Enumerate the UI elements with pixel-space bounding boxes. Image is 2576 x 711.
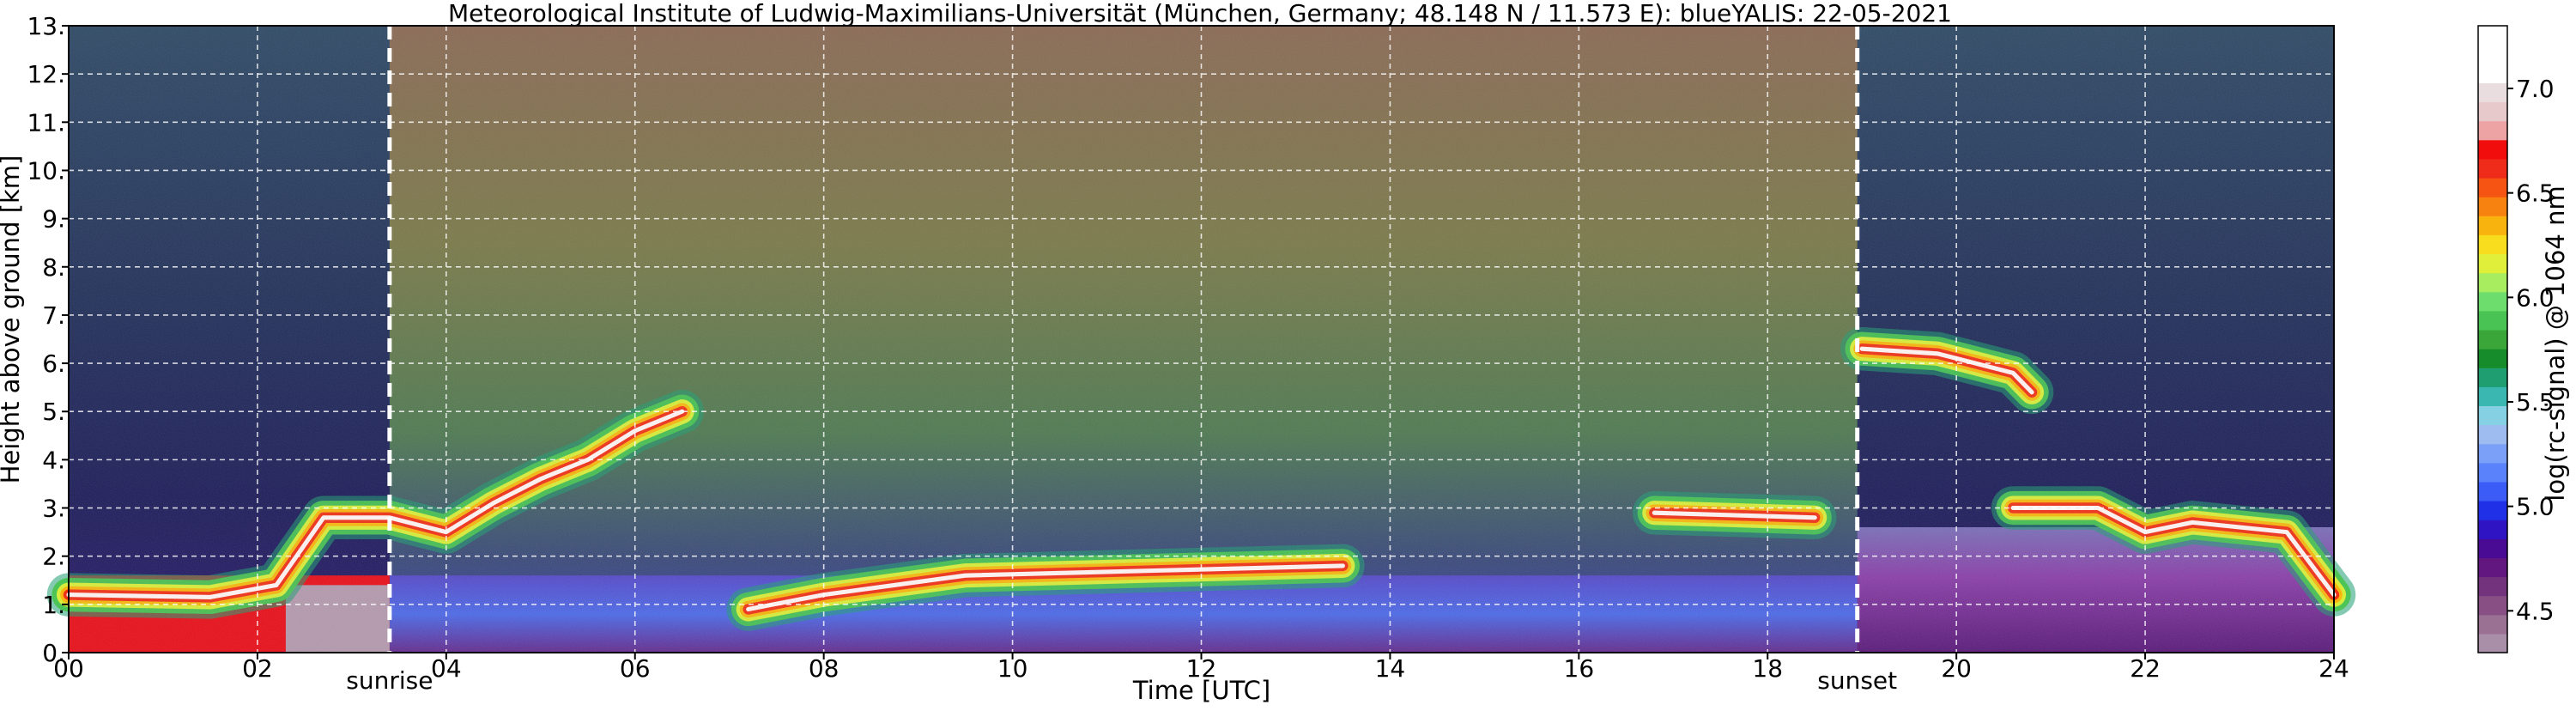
x-tick-label-06: 06 [620,654,651,683]
grid-lines [69,26,2334,653]
colorbar-segment-16 [2478,329,2507,349]
y-tick-label-13: 13. [27,12,65,40]
annotations: sunrise sunset [346,666,1897,695]
y-tick-label-5: 5. [42,398,65,426]
y-tick-label-9: 9. [42,205,65,234]
y-tick-label-1: 1. [42,591,65,619]
colorbar-tick-label-6.5: 6.5 [2516,179,2555,208]
colorbar-frame [2477,25,2508,653]
y-axis-ticks: 0. 1. 2. 3. 4. 5. 6. 7. 8. 9. 10. 11. 12. 13. [27,12,69,667]
colorbar-segment-22 [2478,216,2507,235]
sunrise-label: sunrise [346,666,433,695]
y-tick-label-2: 2. [42,543,65,571]
colorbar: 4.5 5.0 5.5 6.0 6.5 7.0 [2477,25,2555,653]
colorbar-segment-19 [2478,272,2507,293]
x-tick-label-18: 18 [1752,654,1783,683]
sunset-label: sunset [1817,666,1897,695]
colorbar-segment-15 [2478,349,2507,368]
x-tick-label-20: 20 [1941,654,1972,683]
colorbar-segment-9 [2478,462,2507,483]
colorbar-segment-17 [2478,310,2507,331]
x-tick-label-02: 02 [242,654,273,683]
colorbar-tick-label-7.0: 7.0 [2516,75,2555,103]
y-tick-label-0: 0. [42,639,65,667]
colorbar-segment-14 [2478,368,2507,387]
x-tick-label-08: 08 [809,654,839,683]
colorbar-segment-28 [2478,101,2507,122]
colorbar-segment-1 [2478,614,2507,635]
colorbar-segment-24 [2478,177,2507,198]
x-axis-ticks: 00 02 04 06 08 10 12 14 16 18 20 22 24 [53,653,2349,683]
x-tick-label-10: 10 [997,654,1028,683]
colorbar-segment-0 [2478,633,2507,653]
x-tick-label-22: 22 [2130,654,2161,683]
colorbar-tick-label-5.0: 5.0 [2516,493,2555,521]
colorbar-segment-7 [2478,501,2507,520]
colorbar-segment-6 [2478,520,2507,539]
y-axis-label: Height above ground [km] [0,155,25,484]
x-tick-label-14: 14 [1375,654,1406,683]
colorbar-tick-label-5.5: 5.5 [2516,388,2555,416]
colorbar-segment-29 [2478,82,2507,103]
colorbar-segment-5 [2478,538,2507,558]
y-tick-label-12: 12. [27,60,65,88]
colorbar-segment-26 [2478,139,2507,160]
y-tick-label-6: 6. [42,349,65,378]
colorbar-segment-32 [2478,26,2507,46]
colorbar-segment-13 [2478,386,2507,407]
colorbar-segment-31 [2478,45,2507,64]
y-tick-label-4: 4. [42,446,65,474]
colorbar-segment-20 [2478,253,2507,274]
y-tick-label-10: 10. [27,156,65,185]
colorbar-segment-25 [2478,158,2507,179]
colorbar-segment-3 [2478,576,2507,597]
y-tick-label-8: 8. [42,253,65,282]
y-tick-label-7: 7. [42,301,65,330]
y-tick-label-11: 11. [27,108,65,137]
colorbar-segment-12 [2478,405,2507,426]
x-tick-label-12: 12 [1186,654,1217,683]
colorbar-tick-label-6.0: 6.0 [2516,283,2555,312]
colorbar-segment-23 [2478,197,2507,216]
colorbar-segment-21 [2478,234,2507,255]
y-tick-label-3: 3. [42,495,65,523]
colorbar-segment-8 [2478,481,2507,501]
colorbar-tick-label-4.5: 4.5 [2516,597,2555,625]
colorbar-segment-2 [2478,595,2507,616]
x-tick-label-04: 04 [431,654,462,683]
colorbar-segment-4 [2478,557,2507,578]
colorbar-label: log(rc-signal) @ 1064 nm [2541,185,2570,501]
colorbar-segment-11 [2478,424,2507,445]
x-tick-label-24: 24 [2318,654,2349,683]
sun-markers [387,26,1860,653]
x-axis-label: Time [UTC] [1132,676,1270,705]
colorbar-segment-18 [2478,291,2507,312]
colorbar-segment-27 [2478,120,2507,141]
colorbar-segment-10 [2478,443,2507,464]
colorbar-segment-30 [2478,64,2507,83]
x-tick-label-00: 00 [53,654,84,683]
chart-title: Meteorological Institute of Ludwig-Maxim… [448,0,1952,27]
x-tick-label-16: 16 [1564,654,1595,683]
